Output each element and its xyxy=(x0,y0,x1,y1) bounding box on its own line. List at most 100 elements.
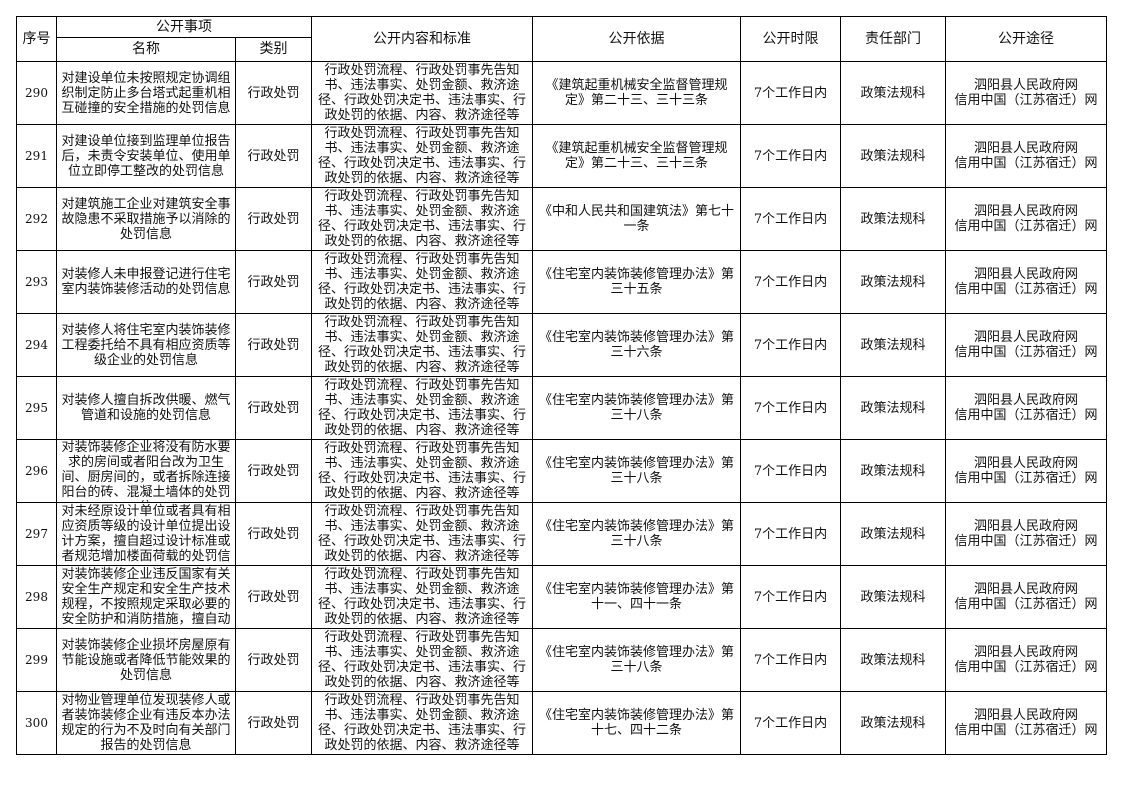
cell-channel: 泗阳县人民政府网 信用中国（江苏宿迁）网 xyxy=(945,565,1107,629)
cell-seq: 293 xyxy=(16,250,57,314)
header-name: 名称 xyxy=(56,37,236,62)
name-text: 对物业管理单位发现装修人或者装饰装修企业有违反本办法规定的行为不及时向有关部门报… xyxy=(61,693,231,753)
channel-2: 信用中国（江苏宿迁）网 xyxy=(954,660,1098,675)
cell-department: 政策法规科 xyxy=(840,439,946,503)
content-text: 行政处罚流程、行政处罚事先告知书、违法事实、处罚金额、救济途径、行政处罚决定书、… xyxy=(317,693,526,753)
cell-channel: 泗阳县人民政府网 信用中国（江苏宿迁）网 xyxy=(945,439,1107,503)
cell-basis: 《住宅室内装饰装修管理办法》第三十五条 xyxy=(532,250,741,314)
cell-seq: 295 xyxy=(16,376,57,440)
cell-name: 对物业管理单位发现装修人或者装饰装修企业有违反本办法规定的行为不及时向有关部门报… xyxy=(56,691,236,755)
name-text: 对装饰装修企业损坏房屋原有节能设施或者降低节能效果的处罚信息 xyxy=(61,637,231,683)
cell-content: 行政处罚流程、行政处罚事先告知书、违法事实、处罚金额、救济途径、行政处罚决定书、… xyxy=(311,691,533,755)
table-row: 298 对装饰装修企业违反国家有关安全生产规定和安全生产技术规程，不按照规定采取必… xyxy=(16,565,1107,629)
cell-channel: 泗阳县人民政府网 信用中国（江苏宿迁）网 xyxy=(945,313,1107,377)
cell-time-limit: 7个工作日内 xyxy=(740,124,841,188)
channel-2: 信用中国（江苏宿迁）网 xyxy=(954,723,1098,738)
cell-name: 对装饰装修企业违反国家有关安全生产规定和安全生产技术规程，不按照规定采取必要的安… xyxy=(56,565,236,629)
channel-2: 信用中国（江苏宿迁）网 xyxy=(954,219,1098,234)
cell-content: 行政处罚流程、行政处罚事先告知书、违法事实、处罚金额、救济途径、行政处罚决定书、… xyxy=(311,502,533,566)
channel-2: 信用中国（江苏宿迁）网 xyxy=(954,282,1098,297)
cell-department: 政策法规科 xyxy=(840,250,946,314)
basis-text: 《住宅室内装饰装修管理办法》第三十八条 xyxy=(538,456,734,486)
content-text: 行政处罚流程、行政处罚事先告知书、违法事实、处罚金额、救济途径、行政处罚决定书、… xyxy=(317,378,526,438)
cell-channel: 泗阳县人民政府网 信用中国（江苏宿迁）网 xyxy=(945,250,1107,314)
cell-category: 行政处罚 xyxy=(235,691,312,755)
channel-1: 泗阳县人民政府网 xyxy=(973,393,1078,408)
cell-channel: 泗阳县人民政府网 信用中国（江苏宿迁）网 xyxy=(945,628,1107,692)
cell-category: 行政处罚 xyxy=(235,124,312,188)
cell-basis: 《住宅室内装饰装修管理办法》第十七、四十二条 xyxy=(532,691,741,755)
cell-seq: 297 xyxy=(16,502,57,566)
content-text: 行政处罚流程、行政处罚事先告知书、违法事实、处罚金额、救济途径、行政处罚决定书、… xyxy=(317,504,526,564)
channel-2: 信用中国（江苏宿迁）网 xyxy=(954,93,1098,108)
cell-department: 政策法规科 xyxy=(840,502,946,566)
cell-category: 行政处罚 xyxy=(235,439,312,503)
cell-time-limit: 7个工作日内 xyxy=(740,691,841,755)
cell-content: 行政处罚流程、行政处罚事先告知书、违法事实、处罚金额、救济途径、行政处罚决定书、… xyxy=(311,313,533,377)
cell-content: 行政处罚流程、行政处罚事先告知书、违法事实、处罚金额、救济途径、行政处罚决定书、… xyxy=(311,61,533,125)
cell-basis: 《中和人民共和国建筑法》第七十一条 xyxy=(532,187,741,251)
cell-name: 对建设单位未按照规定协调组织制定防止多台塔式起重机相互碰撞的安全措施的处罚信息 xyxy=(56,61,236,125)
cell-content: 行政处罚流程、行政处罚事先告知书、违法事实、处罚金额、救济途径、行政处罚决定书、… xyxy=(311,628,533,692)
cell-name: 对装修人擅自拆改供暖、燃气管道和设施的处罚信息 xyxy=(56,376,236,440)
cell-name: 对装饰装修企业损坏房屋原有节能设施或者降低节能效果的处罚信息 xyxy=(56,628,236,692)
channel-2: 信用中国（江苏宿迁）网 xyxy=(954,345,1098,360)
content-text: 行政处罚流程、行政处罚事先告知书、违法事实、处罚金额、救济途径、行政处罚决定书、… xyxy=(317,567,526,627)
cell-department: 政策法规科 xyxy=(840,313,946,377)
channel-1: 泗阳县人民政府网 xyxy=(973,204,1078,219)
table-row: 299 对装饰装修企业损坏房屋原有节能设施或者降低节能效果的处罚信息 行政处罚 行政处… xyxy=(16,628,1107,692)
basis-text: 《建筑起重机械安全监督管理规定》第二十三、三十三条 xyxy=(545,141,728,171)
cell-basis: 《住宅室内装饰装修管理办法》第三十八条 xyxy=(532,376,741,440)
channel-1: 泗阳县人民政府网 xyxy=(973,78,1078,93)
cell-category: 行政处罚 xyxy=(235,61,312,125)
cell-channel: 泗阳县人民政府网 信用中国（江苏宿迁）网 xyxy=(945,187,1107,251)
cell-department: 政策法规科 xyxy=(840,628,946,692)
table-row: 296 对装饰装修企业将没有防水要求的房间或者阳台改为卫生间、厨房间的，或者拆除连… xyxy=(16,439,1107,503)
cell-content: 行政处罚流程、行政处罚事先告知书、违法事实、处罚金额、救济途径、行政处罚决定书、… xyxy=(311,565,533,629)
cell-time-limit: 7个工作日内 xyxy=(740,187,841,251)
basis-text: 《建筑起重机械安全监督管理规定》第二十三、三十三条 xyxy=(545,78,728,108)
cell-seq: 290 xyxy=(16,61,57,125)
cell-category: 行政处罚 xyxy=(235,565,312,629)
channel-1: 泗阳县人民政府网 xyxy=(973,645,1078,660)
cell-seq: 299 xyxy=(16,628,57,692)
name-text: 对建筑施工企业对建筑安全事故隐患不采取措施予以消除的处罚信息 xyxy=(61,196,231,242)
cell-time-limit: 7个工作日内 xyxy=(740,61,841,125)
basis-text: 《住宅室内装饰装修管理办法》第三十八条 xyxy=(538,393,734,423)
cell-channel: 泗阳县人民政府网 信用中国（江苏宿迁）网 xyxy=(945,61,1107,125)
header-content: 公开内容和标准 xyxy=(311,16,533,62)
cell-category: 行政处罚 xyxy=(235,313,312,377)
name-text: 对装修人将住宅室内装饰装修工程委托给不具有相应资质等级企业的处罚信息 xyxy=(61,322,231,368)
channel-1: 泗阳县人民政府网 xyxy=(973,708,1078,723)
cell-seq: 298 xyxy=(16,565,57,629)
cell-time-limit: 7个工作日内 xyxy=(740,565,841,629)
table-row: 295 对装修人擅自拆改供暖、燃气管道和设施的处罚信息 行政处罚 行政处罚流程、行政处… xyxy=(16,376,1107,440)
name-text: 对装修人未申报登记进行住宅室内装饰装修活动的处罚信息 xyxy=(61,267,231,297)
channel-2: 信用中国（江苏宿迁）网 xyxy=(954,471,1098,486)
name-text: 对建设单位未按照规定协调组织制定防止多台塔式起重机相互碰撞的安全措施的处罚信息 xyxy=(61,70,231,116)
basis-text: 《住宅室内装饰装修管理办法》第三十八条 xyxy=(538,645,734,675)
cell-basis: 《建筑起重机械安全监督管理规定》第二十三、三十三条 xyxy=(532,61,741,125)
cell-basis: 《住宅室内装饰装修管理办法》第三十八条 xyxy=(532,628,741,692)
content-text: 行政处罚流程、行政处罚事先告知书、违法事实、处罚金额、救济途径、行政处罚决定书、… xyxy=(317,441,526,501)
cell-channel: 泗阳县人民政府网 信用中国（江苏宿迁）网 xyxy=(945,691,1107,755)
cell-department: 政策法规科 xyxy=(840,376,946,440)
cell-basis: 《建筑起重机械安全监督管理规定》第二十三、三十三条 xyxy=(532,124,741,188)
cell-name: 对建设单位接到监理单位报告后，未责令安装单位、使用单位立即停工整改的处罚信息 xyxy=(56,124,236,188)
header-matter: 公开事项 xyxy=(56,16,312,38)
cell-name: 对建筑施工企业对建筑安全事故隐患不采取措施予以消除的处罚信息 xyxy=(56,187,236,251)
cell-content: 行政处罚流程、行政处罚事先告知书、违法事实、处罚金额、救济途径、行政处罚决定书、… xyxy=(311,376,533,440)
channel-2: 信用中国（江苏宿迁）网 xyxy=(954,156,1098,171)
cell-category: 行政处罚 xyxy=(235,187,312,251)
cell-channel: 泗阳县人民政府网 信用中国（江苏宿迁）网 xyxy=(945,124,1107,188)
content-text: 行政处罚流程、行政处罚事先告知书、违法事实、处罚金额、救济途径、行政处罚决定书、… xyxy=(317,315,526,375)
cell-content: 行政处罚流程、行政处罚事先告知书、违法事实、处罚金额、救济途径、行政处罚决定书、… xyxy=(311,250,533,314)
content-text: 行政处罚流程、行政处罚事先告知书、违法事实、处罚金额、救济途径、行政处罚决定书、… xyxy=(317,63,526,123)
basis-text: 《住宅室内装饰装修管理办法》第三十五条 xyxy=(538,267,734,297)
cell-category: 行政处罚 xyxy=(235,502,312,566)
channel-1: 泗阳县人民政府网 xyxy=(973,267,1078,282)
cell-seq: 291 xyxy=(16,124,57,188)
cell-basis: 《住宅室内装饰装修管理办法》第三十八条 xyxy=(532,439,741,503)
cell-seq: 294 xyxy=(16,313,57,377)
disclosure-table: 序号 公开事项 公开内容和标准 公开依据 公开时限 责任部门 公开途径 名称 类… xyxy=(16,16,1107,755)
